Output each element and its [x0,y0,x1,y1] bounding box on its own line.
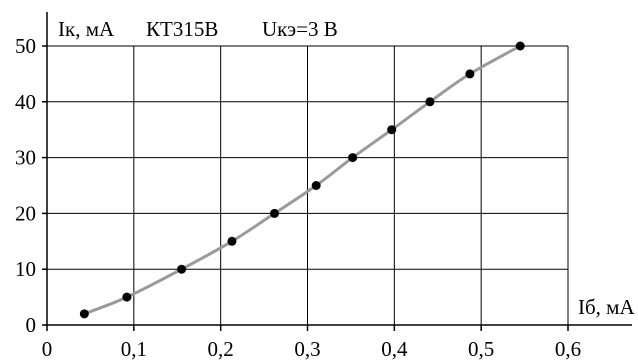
x-tick-label: 0 [42,337,53,360]
data-point [348,153,358,163]
x-tick-label: 0,2 [208,337,234,360]
data-point [465,69,475,79]
data-point [311,181,321,190]
x-axis-label: Iб, мА [578,295,635,319]
chart-subtitle: Uкэ=3 В [262,17,338,41]
y-tick-label: 30 [15,146,36,170]
data-point [270,208,280,218]
y-tick-label: 50 [15,34,36,58]
tick-labels: 0 0,1 0,2 0,3 0,4 0,5 0,6 0 10 20 30 40 50 [15,34,581,360]
y-tick-label: 0 [26,313,37,337]
x-tick-label: 0,1 [121,337,147,360]
series-layer [79,41,525,319]
series-line [83,44,521,316]
x-tick-label: 0,6 [555,337,581,360]
x-tick-label: 0,4 [381,337,408,360]
y-tick-label: 20 [15,201,36,225]
data-point [79,309,89,319]
y-tick-label: 10 [15,257,36,281]
data-point [227,236,237,246]
y-tick-label: 40 [15,90,36,114]
data-point [122,292,132,302]
y-axis-label: Iк, мА [58,17,115,41]
chart-title: КТ315В [146,17,218,41]
data-point [387,125,397,135]
axes [42,12,632,331]
grid [47,45,569,325]
data-point [425,97,435,107]
data-point [515,41,525,51]
x-tick-label: 0,3 [294,337,320,360]
x-tick-label: 0,5 [468,337,494,360]
data-point [177,264,187,274]
